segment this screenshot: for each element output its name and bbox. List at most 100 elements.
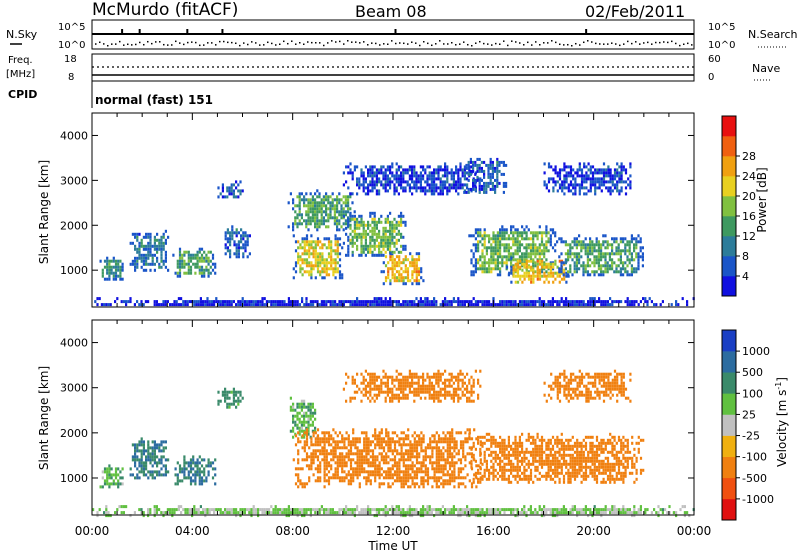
heatmap-cell [338,270,342,274]
heatmap-cell [402,244,405,248]
heatmap-cell [467,166,470,170]
heatmap-cell [611,264,614,268]
heatmap-cell [300,423,303,427]
heatmap-cell [136,247,139,251]
heatmap-cell [195,508,198,512]
heatmap-cell [219,300,222,304]
heatmap-cell [142,262,145,266]
heatmap-cell [327,511,330,515]
heatmap-cell [305,300,308,304]
heatmap-cell [331,511,334,515]
heatmap-cell [226,405,229,409]
heatmap-cell [470,165,473,169]
heatmap-cell [375,253,378,257]
heatmap-cell [138,232,141,236]
heatmap-cell [261,300,264,304]
heatmap-cell [387,273,390,277]
heatmap-cell [530,268,533,272]
heatmap-cell [521,303,524,307]
heatmap-cell [307,402,310,406]
heatmap-cell [336,201,339,205]
heatmap-cell [108,262,111,266]
heatmap-cell [202,508,205,512]
heatmap-cell [319,255,322,259]
heatmap-cell [400,217,403,221]
heatmap-cell [627,177,630,181]
heatmap-cell [613,300,616,304]
heatmap-cell [565,174,568,178]
heatmap-cell [527,277,531,281]
heatmap-cell [305,508,308,512]
heatmap-cell [472,184,475,188]
heatmap-cell [365,479,368,483]
heatmap-cell [149,262,152,266]
heatmap-cell [514,264,517,268]
heatmap-cell [424,511,427,515]
heatmap-cell [376,473,379,477]
heatmap-cell [204,303,207,307]
heatmap-cell [417,252,421,256]
heatmap-cell [310,270,313,274]
heatmap-cell [196,253,199,257]
heatmap-cell [393,276,396,280]
heatmap-cell [554,234,557,238]
heatmap-cell [316,189,319,193]
nsearch-point [639,43,641,45]
heatmap-cell [342,195,345,199]
heatmap-cell [296,411,299,415]
heatmap-cell [308,246,311,250]
heatmap-cell [162,440,165,444]
power-heatmap [94,157,695,307]
heatmap-cell [369,473,372,477]
nsearch-point [243,42,245,44]
heatmap-cell [389,485,392,489]
heatmap-cell [296,216,299,220]
heatmap-cell [330,240,333,244]
heatmap-cell [187,476,190,480]
heatmap-cell [374,461,377,465]
heatmap-cell [433,297,436,301]
heatmap-cell [254,508,257,512]
heatmap-cell [532,246,535,250]
heatmap-cell [459,303,462,307]
heatmap-cell [593,261,596,265]
heatmap-cell [457,508,460,512]
heatmap-cell [683,505,686,509]
heatmap-cell [430,508,433,512]
heatmap-cell [604,270,607,274]
heatmap-cell [463,511,466,515]
heatmap-cell [316,201,319,205]
heatmap-cell [523,228,526,232]
heatmap-cell [239,393,242,397]
heatmap-cell [114,470,118,474]
heatmap-cell [554,243,557,247]
heatmap-cell [235,390,238,394]
heatmap-cell [516,259,520,263]
heatmap-cell [602,183,606,187]
heatmap-cell [407,479,410,483]
heatmap-cell [481,252,484,256]
heatmap-cell [661,508,664,512]
heatmap-cell [334,237,337,241]
heatmap-cell [319,240,322,244]
heatmap-cell [307,219,310,223]
heatmap-cell [336,228,339,232]
heatmap-cell [336,261,339,265]
heatmap-cell [268,300,271,304]
heatmap-cell [393,455,397,459]
heatmap-cell [232,390,235,394]
heatmap-cell [305,452,309,456]
heatmap-cell [626,270,629,274]
heatmap-cell [233,240,236,244]
heatmap-cell [595,258,598,262]
heatmap-cell [543,246,546,250]
heatmap-cell [479,300,482,304]
heatmap-cell [433,183,436,187]
heatmap-cell [314,467,317,471]
heatmap-cell [510,271,513,275]
heatmap-cell [298,426,301,430]
heatmap-cell [187,271,190,275]
heatmap-cell [505,231,508,235]
heatmap-cell [336,243,339,247]
heatmap-cell [400,446,403,450]
